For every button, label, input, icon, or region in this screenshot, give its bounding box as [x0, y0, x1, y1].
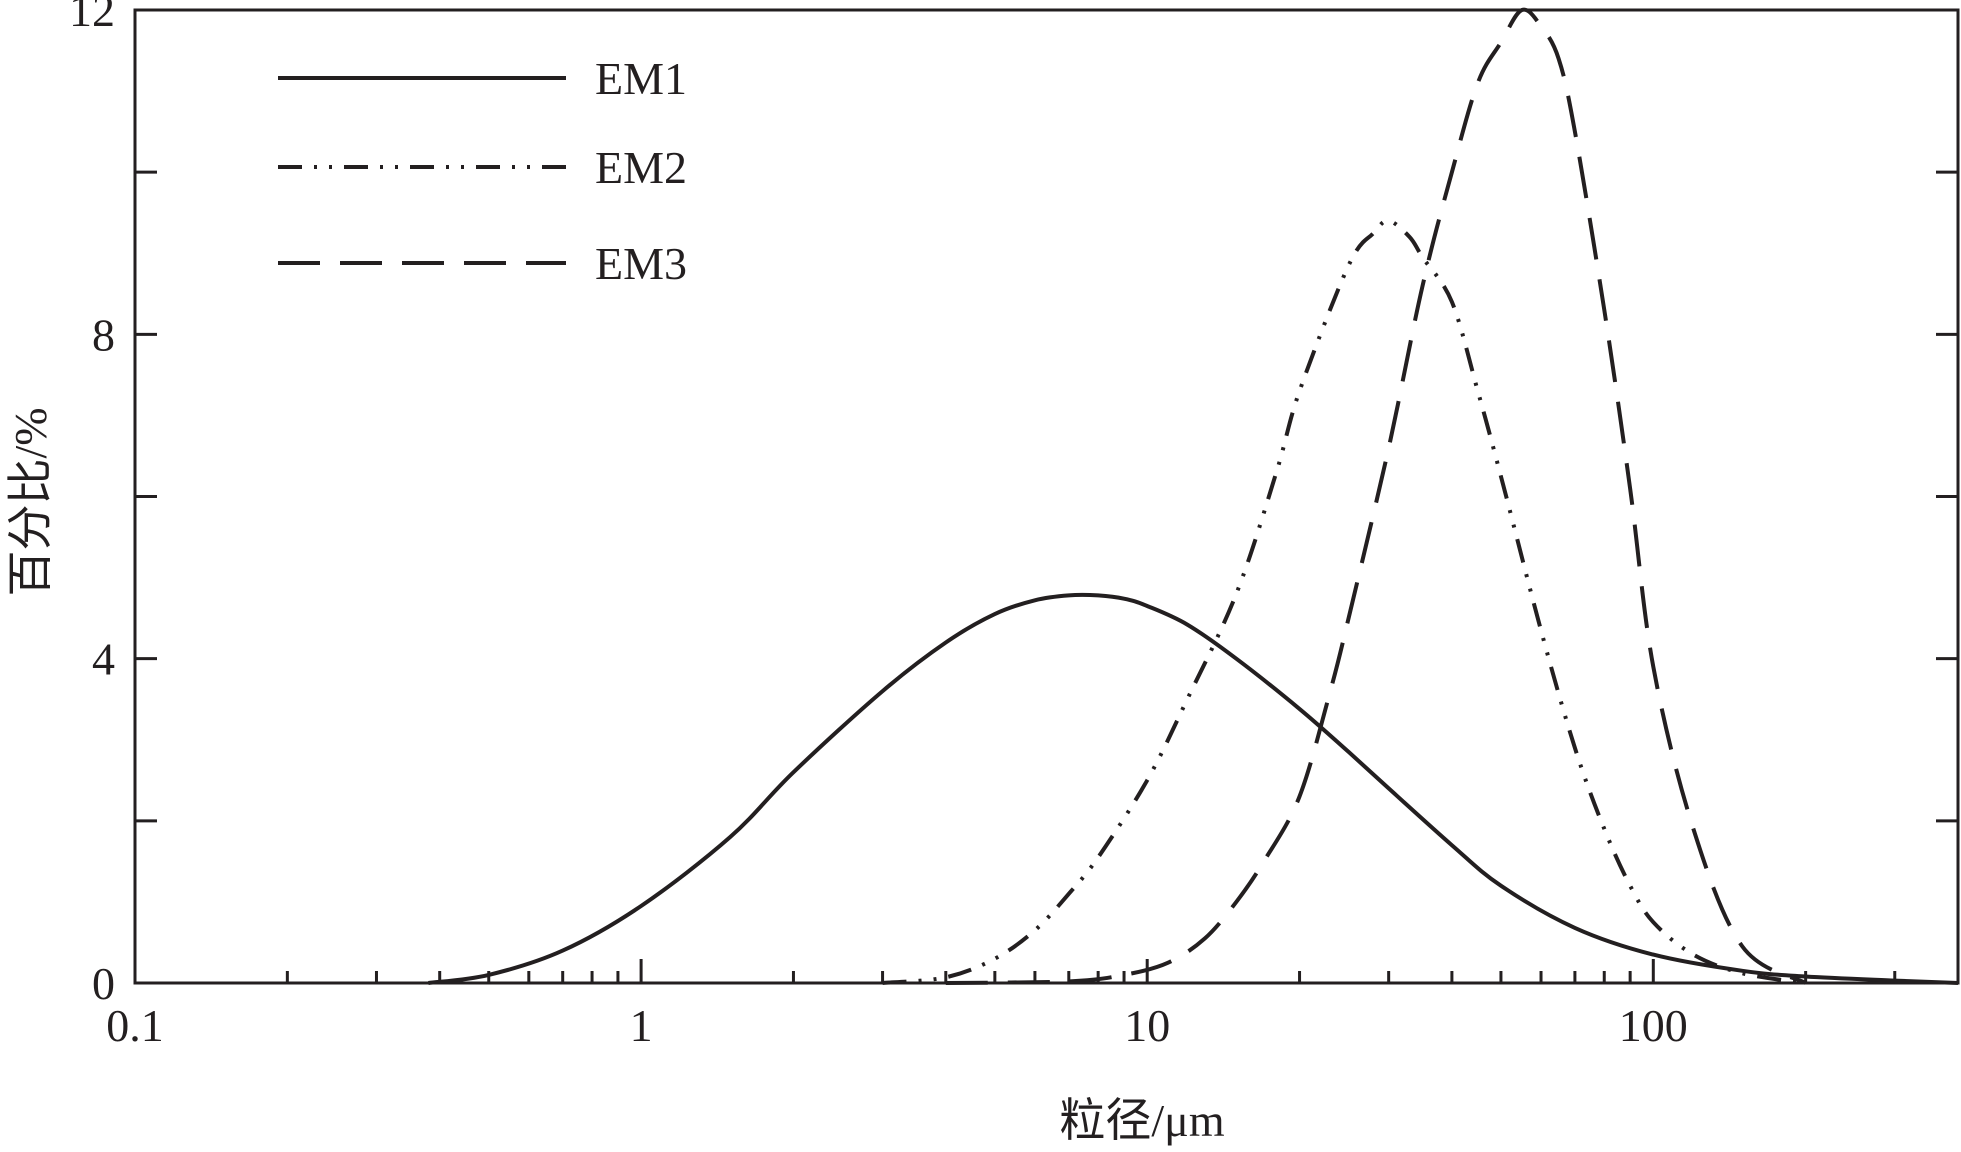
y-tick-label: 4 — [92, 634, 115, 685]
x-axis-ticks: 0.1 1 10 100 — [106, 959, 1960, 1051]
x-tick-label: 0.1 — [106, 1000, 164, 1051]
legend-label-em2: EM2 — [595, 142, 687, 193]
x-tick-label: 10 — [1124, 1000, 1170, 1051]
y-tick-label: 8 — [92, 309, 115, 360]
series-line-em3 — [945, 7, 1807, 985]
y-tick-label: 0 — [92, 958, 115, 1009]
series-line-em1 — [428, 592, 1959, 985]
y-axis-ticks: 0 4 8 12 — [69, 0, 1958, 1009]
plot-frame — [133, 8, 1960, 985]
legend-label-em1: EM1 — [595, 53, 687, 104]
x-tick-label: 100 — [1619, 1000, 1688, 1051]
y-tick-label: 12 — [69, 0, 115, 36]
series-layer — [428, 7, 1959, 985]
legend-label-em3: EM3 — [595, 238, 687, 289]
x-axis-label: 粒径/μm — [1059, 1095, 1224, 1146]
legend: EM1 EM2 EM3 — [278, 53, 687, 289]
plot-border — [133, 8, 1960, 985]
x-tick-label: 1 — [630, 1000, 653, 1051]
y-axis-label: 百分比/% — [5, 407, 56, 596]
series-line-em2 — [882, 218, 1806, 985]
